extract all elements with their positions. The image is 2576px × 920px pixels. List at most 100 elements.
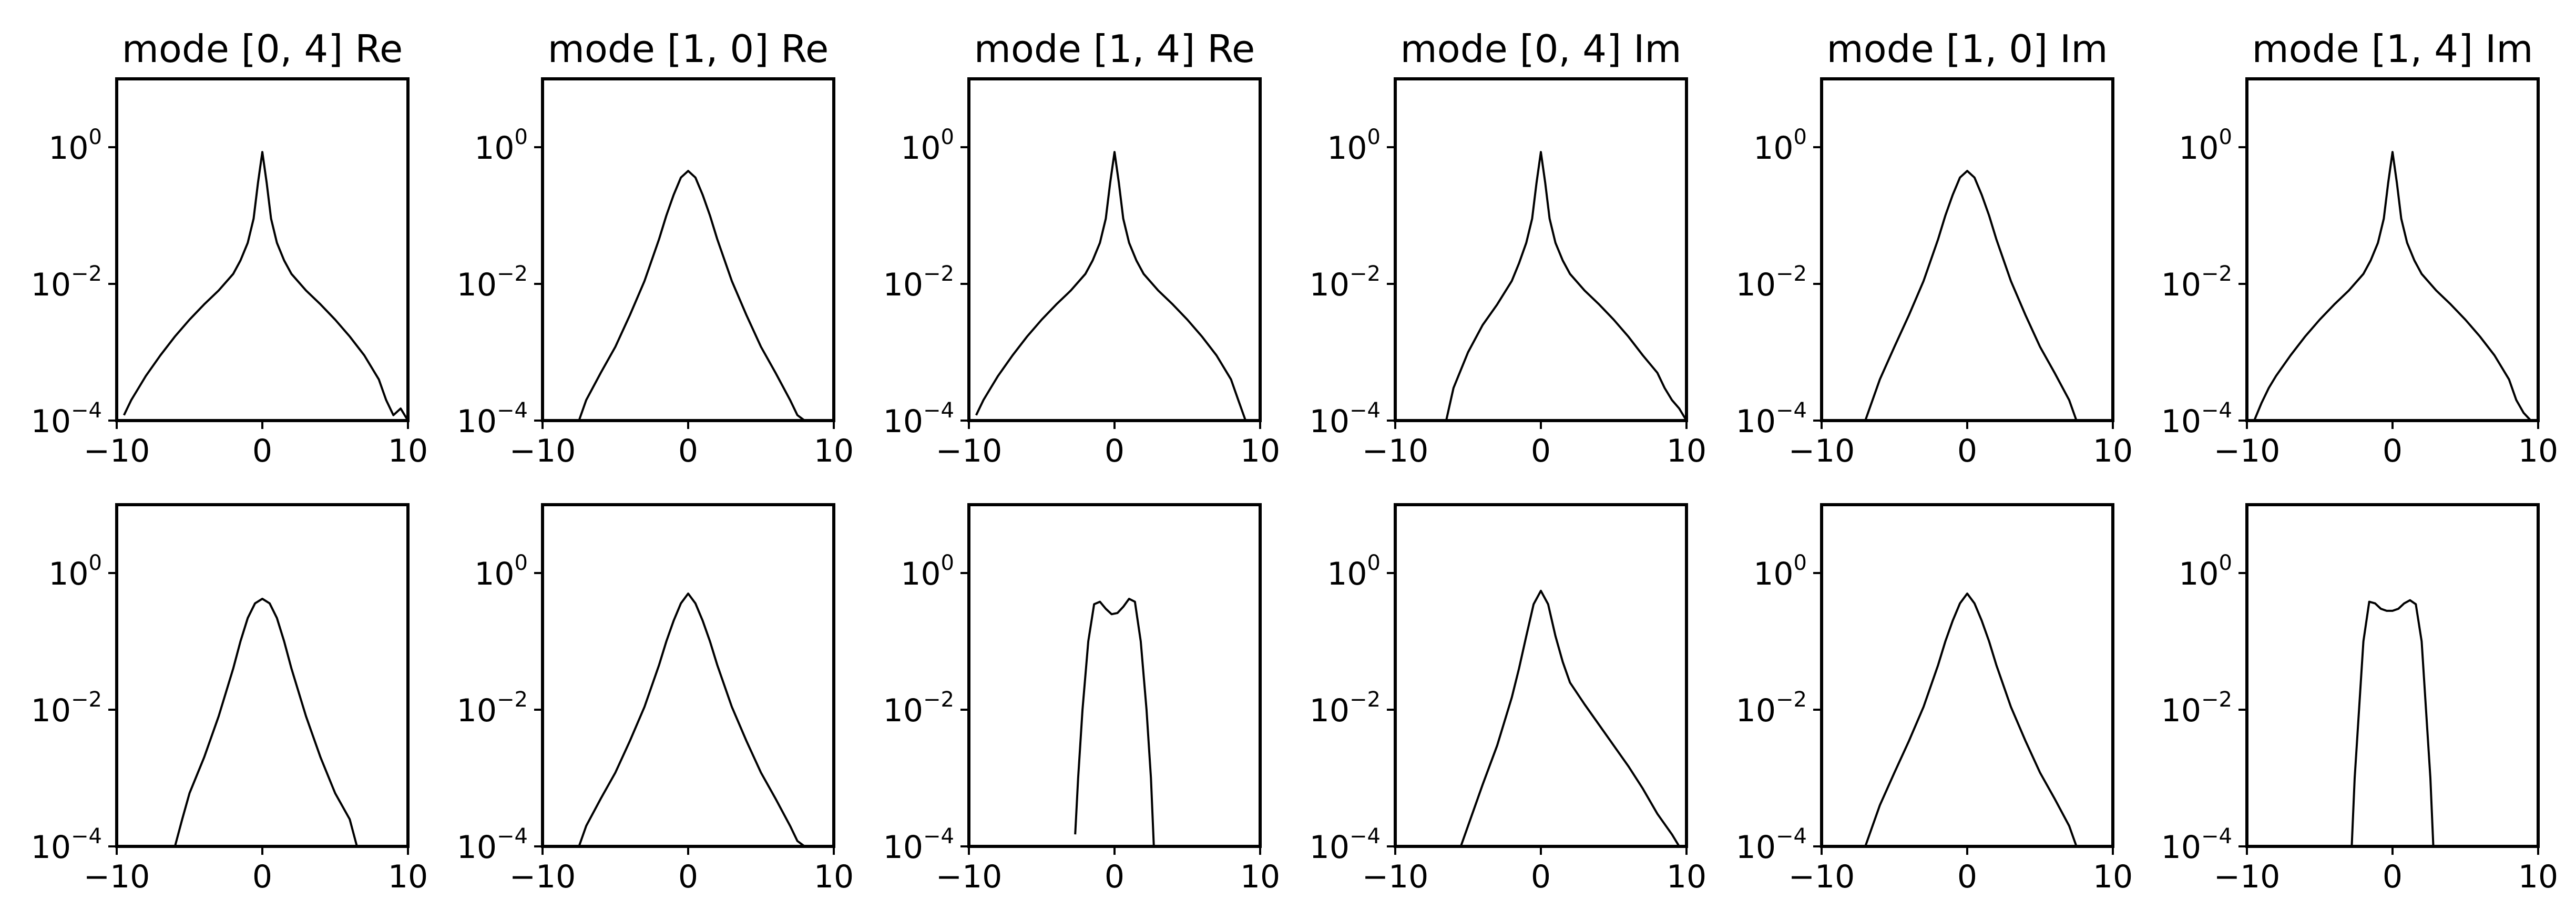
- y-tick-base: 10: [1736, 829, 1776, 866]
- y-tick-label: 10−2: [31, 688, 102, 729]
- y-tick-exponent: −2: [1776, 688, 1807, 712]
- x-tick-label: 10: [2518, 858, 2558, 895]
- density-curve: [2253, 151, 2532, 422]
- y-tick-exponent: −2: [71, 262, 102, 286]
- y-tick-exponent: 0: [941, 551, 954, 575]
- y-tick-exponent: −2: [497, 262, 528, 286]
- x-tick-label: 10: [1240, 433, 1280, 469]
- y-tick-base: 10: [31, 403, 71, 440]
- density-curve: [578, 592, 805, 847]
- axes-frame: [1820, 77, 2114, 422]
- y-tick-base: 10: [901, 556, 941, 592]
- y-tick-label: 100: [48, 551, 102, 592]
- y-tick-exponent: −2: [497, 688, 528, 712]
- y-tick-label: 10−2: [883, 688, 954, 729]
- y-tick-exponent: −4: [923, 824, 954, 849]
- y-tick-exponent: −4: [2201, 824, 2232, 849]
- y-tick-exponent: −2: [2201, 262, 2232, 286]
- y-tick-base: 10: [457, 267, 497, 303]
- y-tick-label: 10−2: [457, 262, 528, 303]
- x-tick-label: 0: [1531, 433, 1551, 469]
- y-tick-base: 10: [901, 130, 941, 167]
- density-curve: [1864, 170, 2078, 421]
- x-tick-label: 10: [814, 433, 854, 469]
- x-tick-label: 0: [1957, 858, 1977, 895]
- y-tick-label: 100: [1753, 551, 1807, 592]
- y-tick-base: 10: [1753, 130, 1793, 167]
- x-tick-label: −10: [509, 433, 576, 469]
- x-tick-label: −10: [1788, 858, 1855, 895]
- y-tick-label: 100: [474, 551, 528, 592]
- y-tick-exponent: 0: [515, 125, 528, 149]
- y-tick-label: 10−4: [883, 398, 954, 440]
- y-tick-base: 10: [48, 556, 88, 592]
- x-tick-label: −10: [2214, 858, 2281, 895]
- y-tick-exponent: −2: [923, 262, 954, 286]
- y-tick-base: 10: [2179, 130, 2219, 167]
- axes-frame: [1394, 503, 1688, 848]
- y-tick-exponent: 0: [1794, 125, 1807, 149]
- y-tick-exponent: 0: [515, 551, 528, 575]
- y-tick-base: 10: [2161, 829, 2201, 866]
- y-tick-label: 10−2: [883, 262, 954, 303]
- density-curve: [1864, 592, 2078, 847]
- axes-frame: [541, 503, 835, 848]
- y-tick-exponent: −4: [1776, 398, 1807, 423]
- y-tick-base: 10: [1310, 692, 1350, 729]
- x-tick-label: 10: [2518, 433, 2558, 469]
- density-curve: [1445, 151, 1688, 422]
- x-tick-label: −10: [84, 433, 150, 469]
- y-tick-base: 10: [2161, 267, 2201, 303]
- axes-frame: [1394, 77, 1688, 422]
- y-tick-label: 10−4: [1736, 398, 1807, 440]
- y-tick-label: 10−4: [2161, 398, 2232, 440]
- x-tick-label: 10: [388, 858, 428, 895]
- y-tick-base: 10: [883, 829, 923, 866]
- y-tick-base: 10: [2179, 556, 2219, 592]
- x-tick-label: −10: [2214, 433, 2281, 469]
- axes-frame: [115, 503, 410, 848]
- x-tick-label: −10: [936, 433, 1003, 469]
- panel-title: mode [1, 0] Im: [1827, 27, 2108, 71]
- x-tick-label: −10: [936, 858, 1003, 895]
- y-tick-base: 10: [883, 692, 923, 729]
- x-tick-label: 10: [814, 858, 854, 895]
- y-tick-base: 10: [474, 130, 514, 167]
- y-tick-label: 10−4: [883, 824, 954, 866]
- x-tick-label: 10: [1240, 858, 1280, 895]
- y-tick-exponent: 0: [1367, 125, 1381, 149]
- y-tick-base: 10: [31, 829, 71, 866]
- y-tick-base: 10: [1736, 267, 1776, 303]
- y-tick-label: 10−4: [1736, 824, 1807, 866]
- y-tick-exponent: −2: [923, 688, 954, 712]
- y-tick-label: 100: [901, 551, 954, 592]
- y-tick-base: 10: [1736, 692, 1776, 729]
- panel-title: mode [1, 4] Im: [2252, 27, 2533, 71]
- y-tick-exponent: −4: [1776, 824, 1807, 849]
- y-tick-label: 10−4: [31, 398, 102, 440]
- x-tick-label: −10: [509, 858, 576, 895]
- axes-frame: [967, 503, 1262, 848]
- y-tick-label: 100: [1327, 551, 1381, 592]
- y-tick-exponent: 0: [1367, 551, 1381, 575]
- x-tick-label: 0: [1105, 858, 1125, 895]
- x-tick-label: −10: [1788, 433, 1855, 469]
- y-tick-label: 10−4: [457, 398, 528, 440]
- y-tick-label: 100: [48, 125, 102, 167]
- y-tick-exponent: −4: [71, 398, 102, 423]
- x-tick-label: 0: [678, 858, 698, 895]
- y-tick-label: 100: [901, 125, 954, 167]
- y-tick-base: 10: [2161, 403, 2201, 440]
- density-curve: [578, 170, 805, 422]
- density-curve: [1074, 598, 1155, 847]
- y-tick-exponent: −2: [1350, 262, 1381, 286]
